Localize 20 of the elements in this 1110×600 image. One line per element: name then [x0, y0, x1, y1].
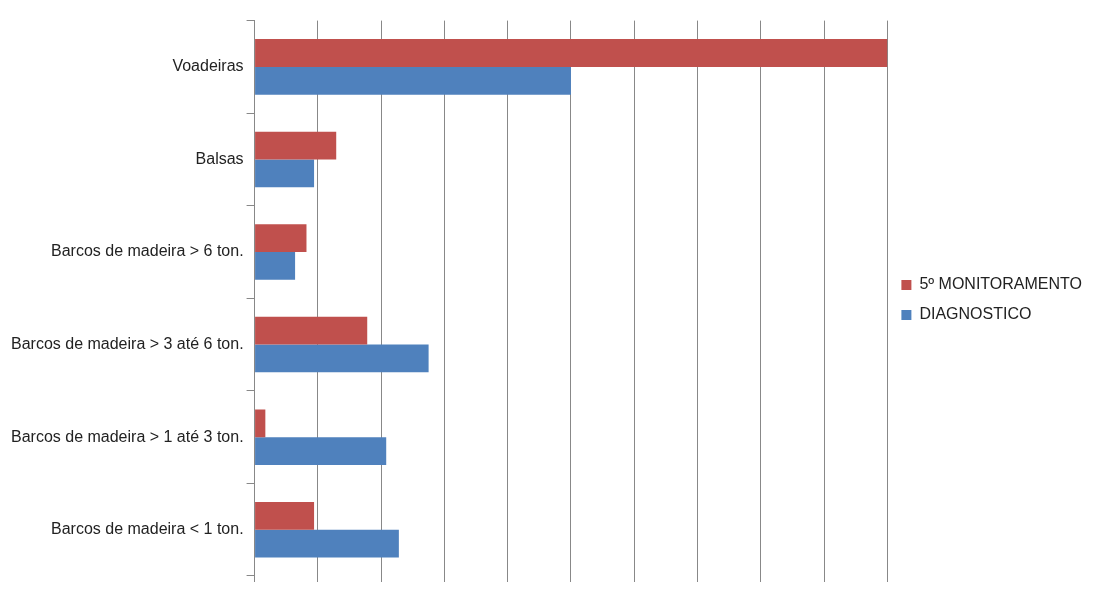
bar — [255, 501, 315, 530]
y-tick-label: Barcos de madeira > 3 até 6 ton. — [10, 334, 244, 352]
bar — [255, 529, 399, 558]
bar — [255, 224, 307, 253]
legend-label: 5º MONITORAMENTO — [919, 275, 1083, 293]
bar — [255, 66, 571, 95]
bar — [255, 39, 888, 67]
legend-label: DIAGNOSTICO — [919, 305, 1032, 323]
y-tick-label: Barcos de madeira > 6 ton. — [51, 242, 244, 260]
bar — [255, 437, 387, 465]
bar — [255, 316, 368, 345]
y-tick-label: Balsas — [195, 149, 244, 167]
bar — [255, 409, 266, 438]
y-tick-label: Voadeiras — [172, 57, 244, 75]
y-tick-label: Barcos de madeira < 1 ton. — [51, 520, 244, 538]
bar — [255, 159, 315, 188]
y-tick-label: Barcos de madeira > 1 até 3 ton. — [10, 427, 244, 445]
bar — [255, 344, 429, 373]
bar — [255, 131, 337, 160]
bar — [255, 252, 296, 280]
